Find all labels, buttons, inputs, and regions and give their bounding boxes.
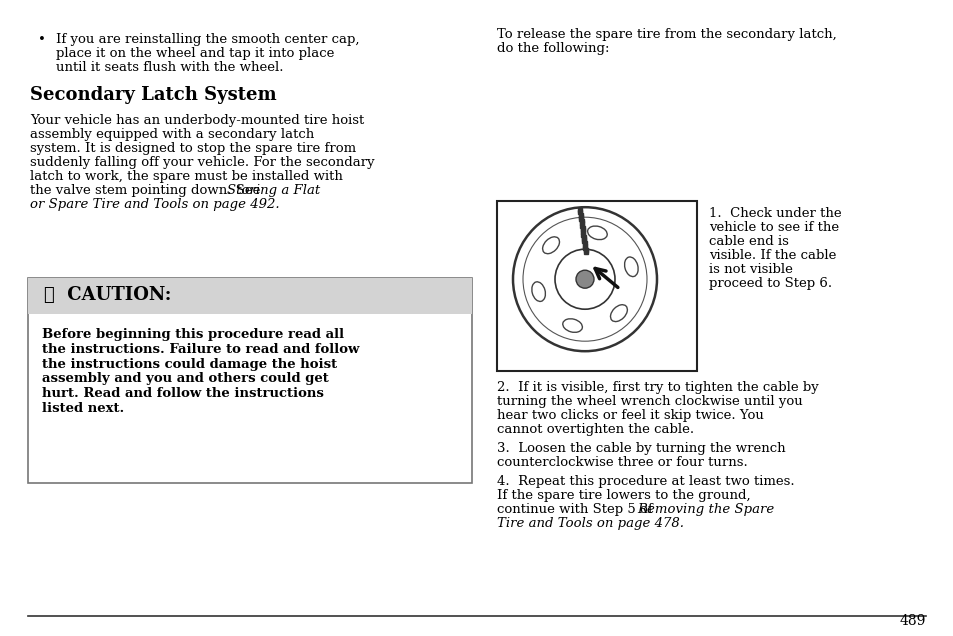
Text: do the following:: do the following: bbox=[497, 42, 609, 55]
Bar bbox=[497, 201, 697, 371]
Text: the valve stem pointing down. See: the valve stem pointing down. See bbox=[30, 184, 264, 197]
Text: •: • bbox=[38, 33, 46, 46]
Text: cannot overtighten the cable.: cannot overtighten the cable. bbox=[497, 423, 694, 436]
Circle shape bbox=[576, 270, 594, 288]
Text: Removing the Spare: Removing the Spare bbox=[637, 503, 774, 516]
Text: hear two clicks or feel it skip twice. You: hear two clicks or feel it skip twice. Y… bbox=[497, 409, 763, 422]
Text: is not visible: is not visible bbox=[708, 263, 792, 276]
Text: cable end is: cable end is bbox=[708, 235, 788, 248]
Text: system. It is designed to stop the spare tire from: system. It is designed to stop the spare… bbox=[30, 142, 355, 155]
Text: 4.  Repeat this procedure at least two times.: 4. Repeat this procedure at least two ti… bbox=[497, 475, 794, 488]
Text: Before beginning this procedure read all: Before beginning this procedure read all bbox=[42, 328, 344, 341]
Text: To release the spare tire from the secondary latch,: To release the spare tire from the secon… bbox=[497, 28, 836, 41]
Text: hurt. Read and follow the instructions: hurt. Read and follow the instructions bbox=[42, 387, 323, 400]
Text: Secondary Latch System: Secondary Latch System bbox=[30, 86, 276, 104]
Text: If you are reinstalling the smooth center cap,: If you are reinstalling the smooth cente… bbox=[56, 33, 359, 46]
Text: the instructions. Failure to read and follow: the instructions. Failure to read and fo… bbox=[42, 343, 359, 356]
Text: vehicle to see if the: vehicle to see if the bbox=[708, 221, 839, 234]
Text: 3.  Loosen the cable by turning the wrench: 3. Loosen the cable by turning the wrenc… bbox=[497, 442, 785, 455]
Text: 489: 489 bbox=[899, 614, 925, 628]
Text: continue with Step 5 of: continue with Step 5 of bbox=[497, 503, 657, 516]
Text: visible. If the cable: visible. If the cable bbox=[708, 249, 836, 262]
Text: suddenly falling off your vehicle. For the secondary: suddenly falling off your vehicle. For t… bbox=[30, 156, 375, 169]
Text: Your vehicle has an underbody-mounted tire hoist: Your vehicle has an underbody-mounted ti… bbox=[30, 114, 364, 127]
Text: 1.  Check under the: 1. Check under the bbox=[708, 207, 841, 220]
Text: ⚠  CAUTION:: ⚠ CAUTION: bbox=[44, 286, 172, 304]
Bar bbox=[28, 278, 472, 483]
Text: or Spare Tire and Tools on page 492.: or Spare Tire and Tools on page 492. bbox=[30, 198, 279, 211]
Text: latch to work, the spare must be installed with: latch to work, the spare must be install… bbox=[30, 170, 342, 183]
Text: Storing a Flat: Storing a Flat bbox=[227, 184, 320, 197]
Text: Tire and Tools on page 478.: Tire and Tools on page 478. bbox=[497, 517, 683, 530]
Text: counterclockwise three or four turns.: counterclockwise three or four turns. bbox=[497, 456, 747, 469]
Text: If the spare tire lowers to the ground,: If the spare tire lowers to the ground, bbox=[497, 489, 750, 502]
Text: listed next.: listed next. bbox=[42, 402, 124, 415]
Text: assembly equipped with a secondary latch: assembly equipped with a secondary latch bbox=[30, 128, 314, 141]
FancyArrowPatch shape bbox=[595, 268, 618, 287]
Text: place it on the wheel and tap it into place: place it on the wheel and tap it into pl… bbox=[56, 47, 334, 60]
Text: 2.  If it is visible, first try to tighten the cable by: 2. If it is visible, first try to tighte… bbox=[497, 381, 818, 394]
Text: assembly and you and others could get: assembly and you and others could get bbox=[42, 373, 329, 385]
Text: until it seats flush with the wheel.: until it seats flush with the wheel. bbox=[56, 61, 283, 74]
Text: proceed to Step 6.: proceed to Step 6. bbox=[708, 277, 831, 290]
Bar bbox=[28, 278, 472, 314]
Text: the instructions could damage the hoist: the instructions could damage the hoist bbox=[42, 357, 336, 371]
Text: turning the wheel wrench clockwise until you: turning the wheel wrench clockwise until… bbox=[497, 395, 801, 408]
